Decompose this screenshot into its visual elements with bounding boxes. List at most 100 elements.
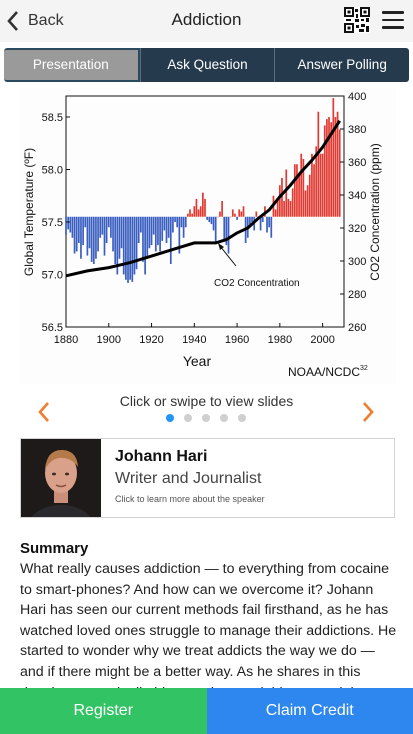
hamburger-menu-icon[interactable] [382, 11, 404, 31]
plot-frame [65, 95, 345, 328]
temperature-bar [84, 216, 87, 228]
temperature-bar [234, 213, 236, 217]
temperature-bar [71, 216, 74, 238]
menu-line [382, 26, 404, 29]
temperature-bar [336, 111, 339, 217]
temperature-bar [180, 216, 183, 228]
prev-slide-button[interactable] [36, 400, 52, 424]
temperature-bar [219, 211, 221, 217]
temperature-bar [229, 216, 232, 218]
temperature-bar [227, 216, 230, 254]
temperature-bar [157, 216, 159, 246]
temperature-bar [204, 198, 206, 217]
speaker-info: Johann Hari Writer and Journalist Click … [101, 439, 265, 517]
back-button[interactable]: Back [6, 9, 64, 33]
x-tick-label: 2000 [310, 334, 334, 346]
y-left-tick-label: 58.0 [42, 165, 63, 177]
temperature-bar [291, 188, 294, 217]
temperature-bar [212, 216, 215, 231]
chart-credit-superscript: 32 [360, 365, 368, 372]
temperature-bar [261, 216, 264, 222]
speaker-photo [21, 439, 101, 517]
y-right-tick-label: 320 [348, 223, 366, 235]
top-bar: Back Addiction [0, 0, 413, 42]
temperature-bar [95, 216, 97, 259]
temperature-bar [191, 213, 194, 217]
x-tick-label: 1980 [268, 334, 292, 346]
speaker-card[interactable]: Johann Hari Writer and Journalist Click … [20, 438, 395, 518]
temperature-bar [107, 216, 110, 228]
chart-credit: NOAA/NCDC32 [288, 365, 368, 379]
temperature-bar [193, 206, 196, 217]
page-title: Addiction [171, 10, 242, 29]
temperature-bar [199, 206, 202, 217]
temperature-bar [122, 216, 125, 275]
y-left-tick-label: 57.5 [42, 217, 63, 229]
temperature-bar [144, 216, 146, 275]
pagination-dot[interactable] [202, 414, 210, 422]
next-slide-button[interactable] [360, 400, 376, 424]
temperature-bar [114, 216, 117, 264]
tab-ask-question[interactable]: Ask Question [139, 48, 275, 82]
slide-viewer[interactable]: 1880 1900 1920 1940 1960 1980 2000 56.5 57.0 57.… [18, 88, 396, 384]
temperature-bar [152, 216, 155, 235]
temperature-bar [231, 209, 234, 217]
y-right-tick-label: 280 [348, 289, 366, 301]
temperature-bar [306, 185, 309, 217]
temperature-bar [302, 159, 305, 217]
temperature-bar [283, 201, 285, 217]
y-left-tick-label: 58.5 [42, 112, 63, 124]
x-tick-label: 1940 [182, 334, 206, 346]
temperature-bar [129, 216, 132, 280]
temperature-bar [259, 216, 262, 231]
register-button[interactable]: Register [0, 688, 207, 734]
temperature-bar [332, 98, 335, 217]
temperature-bar [77, 216, 80, 243]
temperature-bar [148, 216, 151, 249]
annotation-leader [219, 245, 237, 267]
temperature-bar [223, 216, 226, 241]
slide-pagination [166, 414, 256, 422]
temperature-bar [75, 216, 78, 252]
temperature-bar [110, 216, 112, 238]
temperature-bar [69, 216, 72, 233]
menu-line [382, 11, 404, 14]
pagination-dot[interactable] [166, 414, 174, 422]
temperature-bar [116, 216, 119, 275]
chevron-left-icon [7, 11, 18, 31]
temperature-bar [255, 211, 258, 217]
y-axis-label-right: CO2 Concentration (ppm) [368, 143, 382, 280]
temperature-bar [176, 216, 179, 228]
temperature-bar [137, 216, 140, 243]
temperature-bar [202, 192, 204, 217]
tab-answer-polling[interactable]: Answer Polling [274, 48, 409, 82]
temperature-bar [187, 213, 189, 217]
temperature-bar [225, 216, 228, 246]
pagination-dot[interactable] [184, 414, 192, 422]
temperature-bar [184, 216, 187, 228]
temperature-bar [163, 216, 166, 231]
temperature-bar [135, 216, 138, 270]
tab-presentation[interactable]: Presentation [4, 48, 140, 82]
x-axis-label: Year [183, 353, 212, 369]
pagination-dot[interactable] [220, 414, 228, 422]
pagination-dot[interactable] [238, 414, 246, 422]
temperature-bar [101, 216, 104, 235]
claim-credit-button[interactable]: Claim Credit [206, 688, 413, 734]
temperature-co2-chart: 1880 1900 1920 1940 1960 1980 2000 56.5 57.0 57.… [22, 91, 382, 379]
back-label: Back [28, 12, 64, 29]
temperature-bar [330, 122, 333, 217]
temperature-bar [313, 164, 315, 217]
temperature-bar [268, 216, 271, 228]
y-right-tick-label: 380 [348, 124, 366, 136]
temperature-bar [131, 216, 134, 282]
temperature-bar [154, 216, 157, 252]
temperature-bar [86, 216, 89, 256]
summary-heading: Summary [20, 540, 89, 557]
y-right-tick-label: 260 [348, 322, 366, 334]
temperature-bar [296, 164, 298, 217]
temperature-bar [266, 216, 268, 233]
qr-code-icon[interactable] [344, 7, 370, 33]
co2-annotation: CO2 Concentration [214, 278, 300, 289]
temperature-bar [125, 216, 127, 280]
